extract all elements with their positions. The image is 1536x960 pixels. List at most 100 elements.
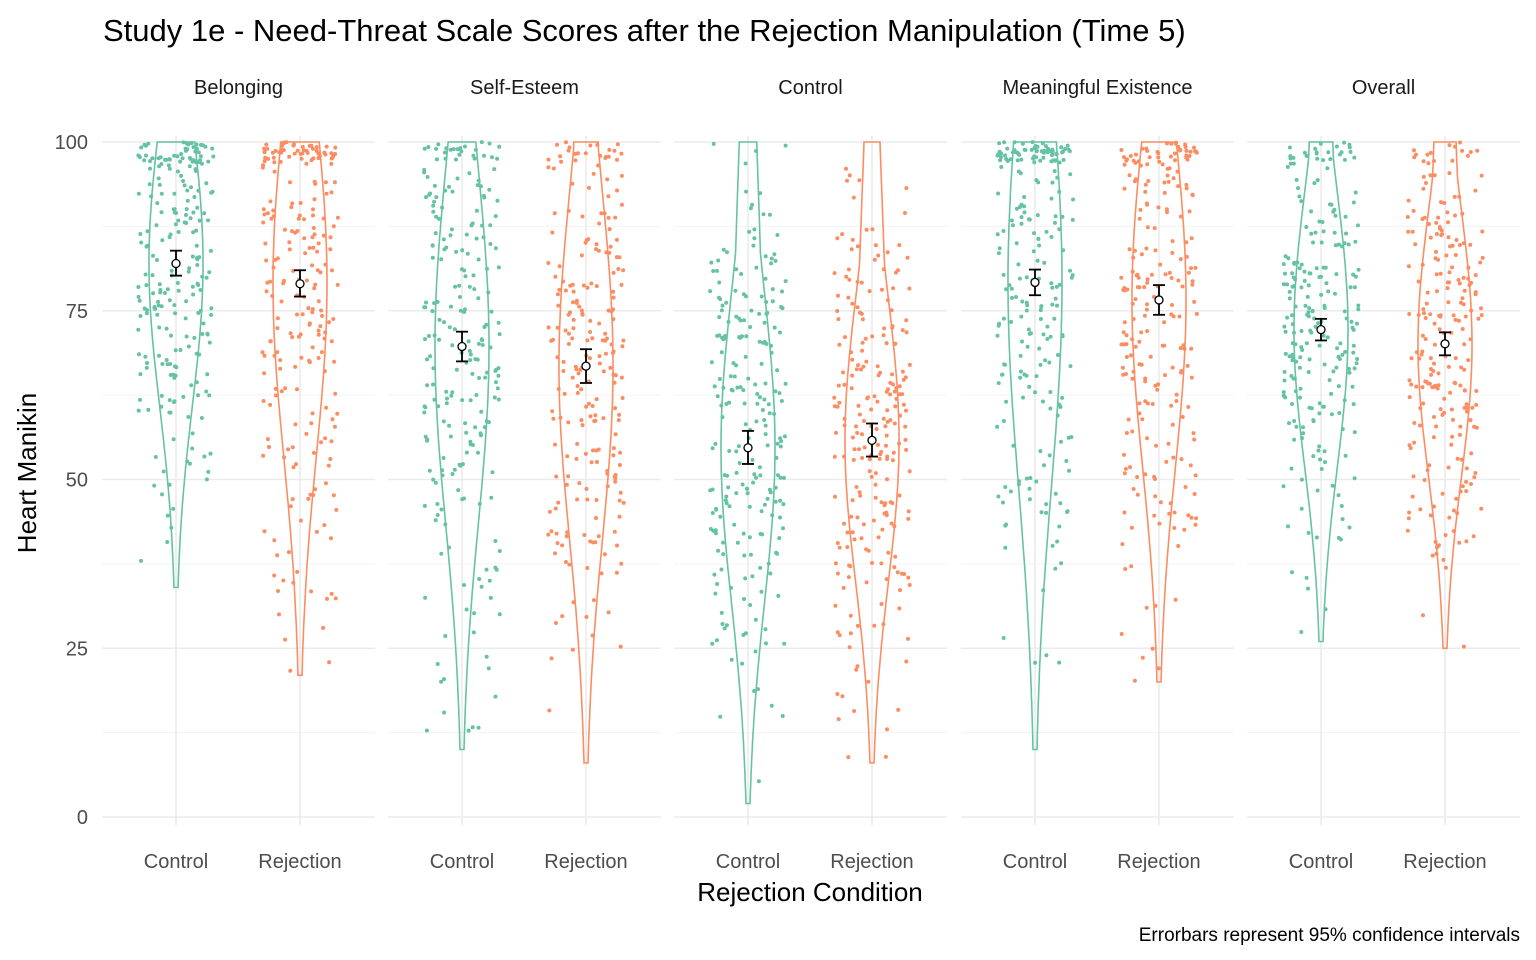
data-point — [1442, 410, 1447, 415]
data-point — [159, 393, 164, 398]
data-point — [324, 481, 328, 486]
data-point — [767, 212, 772, 217]
data-point — [1412, 421, 1417, 425]
data-point — [1306, 586, 1310, 591]
data-point — [609, 342, 614, 347]
data-point — [1327, 378, 1332, 383]
data-point — [574, 456, 579, 461]
data-point — [1044, 229, 1049, 234]
data-point — [588, 414, 593, 419]
data-point — [493, 246, 498, 251]
data-point — [1421, 174, 1426, 179]
data-point — [1176, 278, 1181, 283]
data-point — [1122, 186, 1127, 191]
mean-point — [743, 443, 753, 453]
data-point — [897, 243, 902, 248]
data-point — [590, 404, 595, 408]
data-point — [904, 330, 909, 335]
data-point — [782, 475, 786, 480]
data-point — [884, 433, 889, 438]
data-point — [160, 362, 165, 366]
data-point — [1150, 646, 1155, 651]
data-point — [150, 273, 155, 278]
data-point — [871, 518, 876, 523]
data-point — [1125, 287, 1130, 292]
data-point — [463, 144, 467, 149]
data-point — [883, 424, 888, 429]
data-point — [762, 397, 767, 402]
data-point — [143, 272, 148, 277]
data-point — [1124, 158, 1129, 163]
data-point — [897, 493, 902, 498]
data-point — [602, 552, 607, 557]
data-point — [1334, 144, 1339, 149]
data-point — [558, 154, 563, 159]
data-point — [444, 389, 449, 394]
data-point — [1060, 395, 1065, 400]
data-point — [593, 540, 598, 545]
data-point — [142, 158, 147, 163]
data-point — [172, 303, 177, 308]
data-point — [1462, 367, 1467, 372]
data-point — [724, 623, 729, 628]
data-point — [1046, 146, 1050, 151]
data-point — [890, 324, 895, 329]
data-point — [1466, 276, 1471, 281]
data-point — [1057, 282, 1062, 287]
data-point — [550, 409, 555, 414]
data-point — [594, 448, 599, 453]
data-point — [621, 268, 626, 273]
data-point — [1133, 177, 1138, 182]
data-point — [550, 230, 555, 235]
violin-outline — [844, 141, 900, 764]
data-point — [1038, 158, 1043, 163]
data-point — [872, 257, 877, 262]
data-point — [767, 411, 772, 416]
data-point — [900, 571, 904, 576]
data-point — [599, 211, 604, 216]
data-point — [1446, 364, 1451, 369]
data-point — [1183, 145, 1188, 149]
data-point — [1281, 262, 1286, 267]
data-point — [1043, 358, 1048, 363]
data-point — [497, 612, 502, 617]
data-point — [484, 322, 489, 327]
data-point — [1142, 285, 1147, 290]
data-point — [1138, 163, 1143, 168]
data-point — [600, 338, 605, 343]
data-point — [1307, 357, 1312, 362]
data-point — [892, 524, 897, 529]
data-point — [1187, 209, 1192, 214]
data-point — [743, 354, 748, 359]
data-point — [618, 490, 623, 495]
data-point — [185, 147, 190, 152]
data-point — [852, 537, 857, 542]
data-point — [888, 500, 893, 505]
data-point — [835, 692, 840, 696]
data-point — [425, 357, 429, 362]
data-point — [1287, 354, 1292, 359]
data-point — [148, 166, 152, 171]
data-point — [1019, 221, 1024, 226]
data-point — [313, 181, 318, 186]
data-point — [604, 351, 608, 356]
data-point — [1351, 272, 1356, 277]
data-point — [1153, 603, 1158, 608]
data-point — [422, 404, 427, 409]
data-point — [1044, 653, 1049, 658]
data-point — [741, 388, 746, 393]
data-point — [1170, 365, 1175, 370]
data-point — [585, 338, 590, 343]
data-point — [442, 247, 447, 252]
data-point — [430, 243, 435, 248]
data-point — [139, 558, 143, 563]
data-point — [424, 195, 428, 200]
data-point — [283, 637, 288, 642]
data-point — [260, 350, 265, 355]
data-point — [486, 666, 491, 671]
data-point — [1193, 473, 1198, 478]
data-point — [1049, 235, 1054, 239]
data-point — [1457, 432, 1462, 437]
data-point — [316, 151, 321, 156]
